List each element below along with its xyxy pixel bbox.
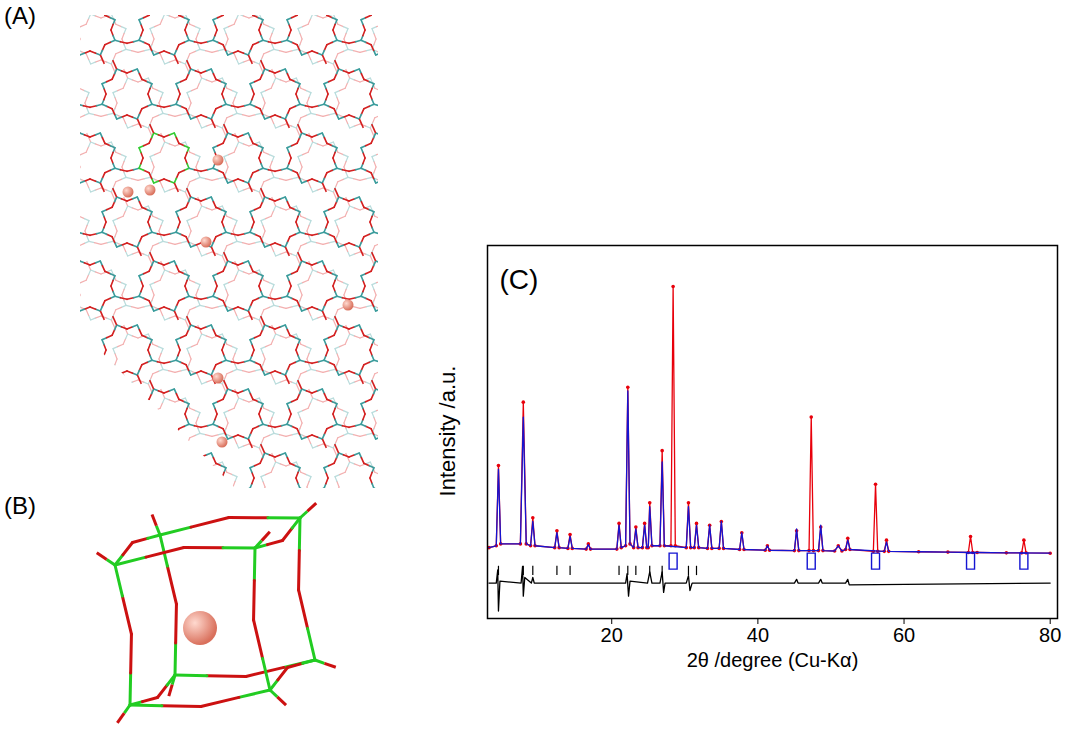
html-text:(B): (B) <box>4 492 36 519</box>
html-text:Intensity /a.u.: Intensity /a.u. <box>435 365 460 497</box>
html-text:(A): (A) <box>4 2 36 29</box>
svg-text:40: 40 <box>747 624 769 646</box>
svg-text:(C): (C) <box>500 264 539 295</box>
svg-text:20: 20 <box>601 624 623 646</box>
svg-text:60: 60 <box>893 624 915 646</box>
svg-text:2θ /degree (Cu-Kα): 2θ /degree (Cu-Kα) <box>687 649 859 671</box>
svg-text:80: 80 <box>1039 624 1061 646</box>
